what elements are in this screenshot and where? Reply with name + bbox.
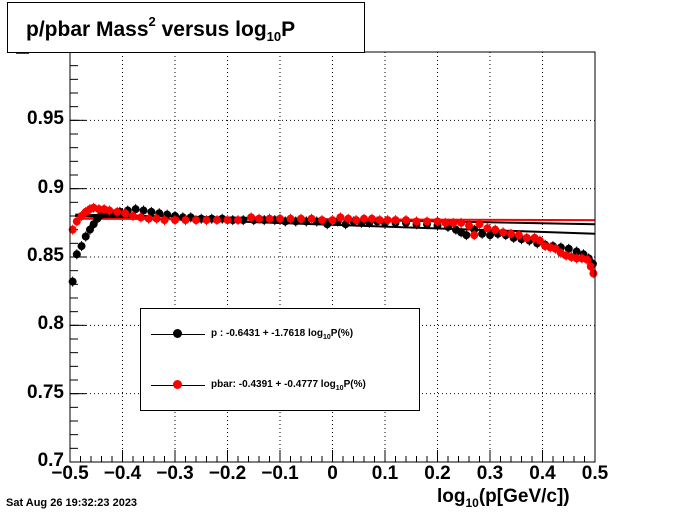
data-point-pbar bbox=[152, 214, 161, 223]
data-point-pbar bbox=[318, 216, 326, 225]
data-point-pbar bbox=[483, 224, 492, 233]
x-tick-label: −0.4 bbox=[103, 463, 142, 484]
x-tick-label: −0.2 bbox=[208, 463, 247, 484]
data-point-pbar bbox=[297, 214, 305, 223]
data-point-pbar bbox=[412, 217, 421, 226]
chart-title-box: p/pbar Mass2 versus log10P bbox=[7, 2, 365, 53]
x-tick-label: 0.4 bbox=[529, 463, 556, 484]
x-tick-label: 0.5 bbox=[581, 463, 609, 484]
data-point-pbar bbox=[121, 209, 130, 218]
x-tick-label: 0.3 bbox=[476, 463, 504, 484]
y-tick-label: 0.85 bbox=[27, 245, 64, 266]
x-tick-label: 0.2 bbox=[424, 463, 451, 484]
timestamp: Sat Aug 26 19:32:23 2023 bbox=[6, 497, 138, 509]
data-point-pbar bbox=[336, 213, 345, 222]
data-point-pbar bbox=[465, 221, 473, 230]
data-point-pbar bbox=[470, 231, 479, 240]
data-point-pbar bbox=[286, 214, 295, 223]
data-point-pbar bbox=[113, 207, 122, 216]
data-point-p bbox=[68, 277, 77, 286]
y-tick-label: 0.75 bbox=[27, 381, 64, 403]
data-point-pbar bbox=[234, 216, 242, 225]
data-point-pbar bbox=[507, 229, 515, 238]
data-point-p bbox=[564, 244, 573, 253]
data-point-pbar bbox=[433, 217, 442, 226]
x-tick-label: 0.1 bbox=[371, 463, 399, 484]
y-tick-label: 0.8 bbox=[37, 313, 64, 335]
legend: p : -0.6431 + -1.7618 log10P(%) pbar: -0… bbox=[140, 308, 420, 411]
data-point-p bbox=[147, 207, 156, 216]
legend-label-p: p : -0.6431 + -1.7618 log10P(%) bbox=[211, 328, 354, 341]
data-point-pbar bbox=[144, 214, 153, 223]
x-tick-label: 0 bbox=[327, 463, 338, 484]
x-tick-label: −0.3 bbox=[156, 463, 194, 484]
legend-entry-p: p : -0.6431 + -1.7618 log10P(%) bbox=[149, 325, 417, 345]
data-point-pbar bbox=[402, 216, 410, 225]
data-point-pbar bbox=[265, 214, 274, 223]
data-point-pbar bbox=[68, 225, 77, 234]
chart-title: p/pbar Mass2 versus log10P bbox=[26, 14, 296, 45]
data-points bbox=[68, 202, 598, 287]
data-point-pbar bbox=[344, 214, 353, 223]
data-point-pbar bbox=[307, 214, 316, 223]
data-point-p bbox=[139, 206, 148, 215]
data-point-pbar bbox=[360, 214, 368, 223]
legend-entry-pbar: pbar: -0.4391 + -0.4777 log10P(%) bbox=[149, 376, 417, 396]
data-point-pbar bbox=[423, 217, 431, 226]
data-point-pbar bbox=[105, 206, 114, 215]
x-tick-label: −0.5 bbox=[51, 463, 89, 484]
data-point-pbar bbox=[255, 214, 263, 223]
data-point-pbar bbox=[583, 255, 592, 264]
data-point-p bbox=[478, 229, 487, 238]
data-point-pbar bbox=[375, 216, 384, 225]
data-point-pbar bbox=[72, 217, 81, 226]
data-point-pbar bbox=[160, 216, 169, 225]
data-point-pbar bbox=[491, 225, 500, 234]
data-point-p bbox=[81, 232, 90, 241]
data-point-pbar bbox=[136, 213, 145, 222]
data-point-pbar bbox=[129, 212, 137, 220]
legend-marker-red bbox=[173, 380, 182, 389]
data-point-pbar bbox=[499, 228, 508, 237]
data-point-p bbox=[486, 231, 494, 240]
data-point-pbar bbox=[328, 216, 337, 225]
data-point-p bbox=[572, 247, 581, 256]
data-point-pbar bbox=[449, 218, 458, 227]
data-point-pbar bbox=[383, 216, 392, 225]
data-point-pbar bbox=[171, 216, 179, 225]
legend-label-pbar: pbar: -0.4391 + -0.4777 log10P(%) bbox=[211, 379, 366, 392]
grid-lines bbox=[70, 52, 595, 462]
data-point-pbar bbox=[514, 231, 523, 240]
data-point-pbar bbox=[213, 216, 221, 225]
legend-marker-black bbox=[173, 329, 182, 338]
x-axis-label: log10(p[GeV/c]) bbox=[437, 486, 570, 510]
data-point-pbar bbox=[276, 214, 284, 223]
data-point-pbar bbox=[475, 220, 484, 229]
y-tick-label: 0.95 bbox=[27, 108, 64, 130]
data-point-pbar bbox=[202, 216, 211, 225]
data-point-p bbox=[131, 205, 140, 214]
data-point-pbar bbox=[522, 233, 531, 242]
data-point-pbar bbox=[589, 269, 598, 278]
data-point-pbar bbox=[535, 236, 544, 245]
data-point-pbar bbox=[457, 218, 466, 227]
data-point-pbar bbox=[391, 216, 400, 225]
x-tick-label: −0.1 bbox=[261, 463, 299, 484]
data-point-pbar bbox=[247, 213, 256, 222]
data-point-p bbox=[72, 250, 81, 259]
data-point-p bbox=[77, 242, 86, 251]
y-tick-label: 0.7 bbox=[37, 450, 64, 471]
data-point-pbar bbox=[586, 262, 595, 271]
data-point-p bbox=[462, 231, 471, 240]
data-point-pbar bbox=[192, 216, 200, 225]
data-point-pbar bbox=[181, 216, 190, 225]
data-point-pbar bbox=[367, 214, 376, 223]
data-point-pbar bbox=[441, 218, 450, 227]
data-point-pbar bbox=[223, 216, 232, 225]
y-tick-label: 0.9 bbox=[37, 176, 64, 198]
data-point-pbar bbox=[352, 216, 361, 225]
